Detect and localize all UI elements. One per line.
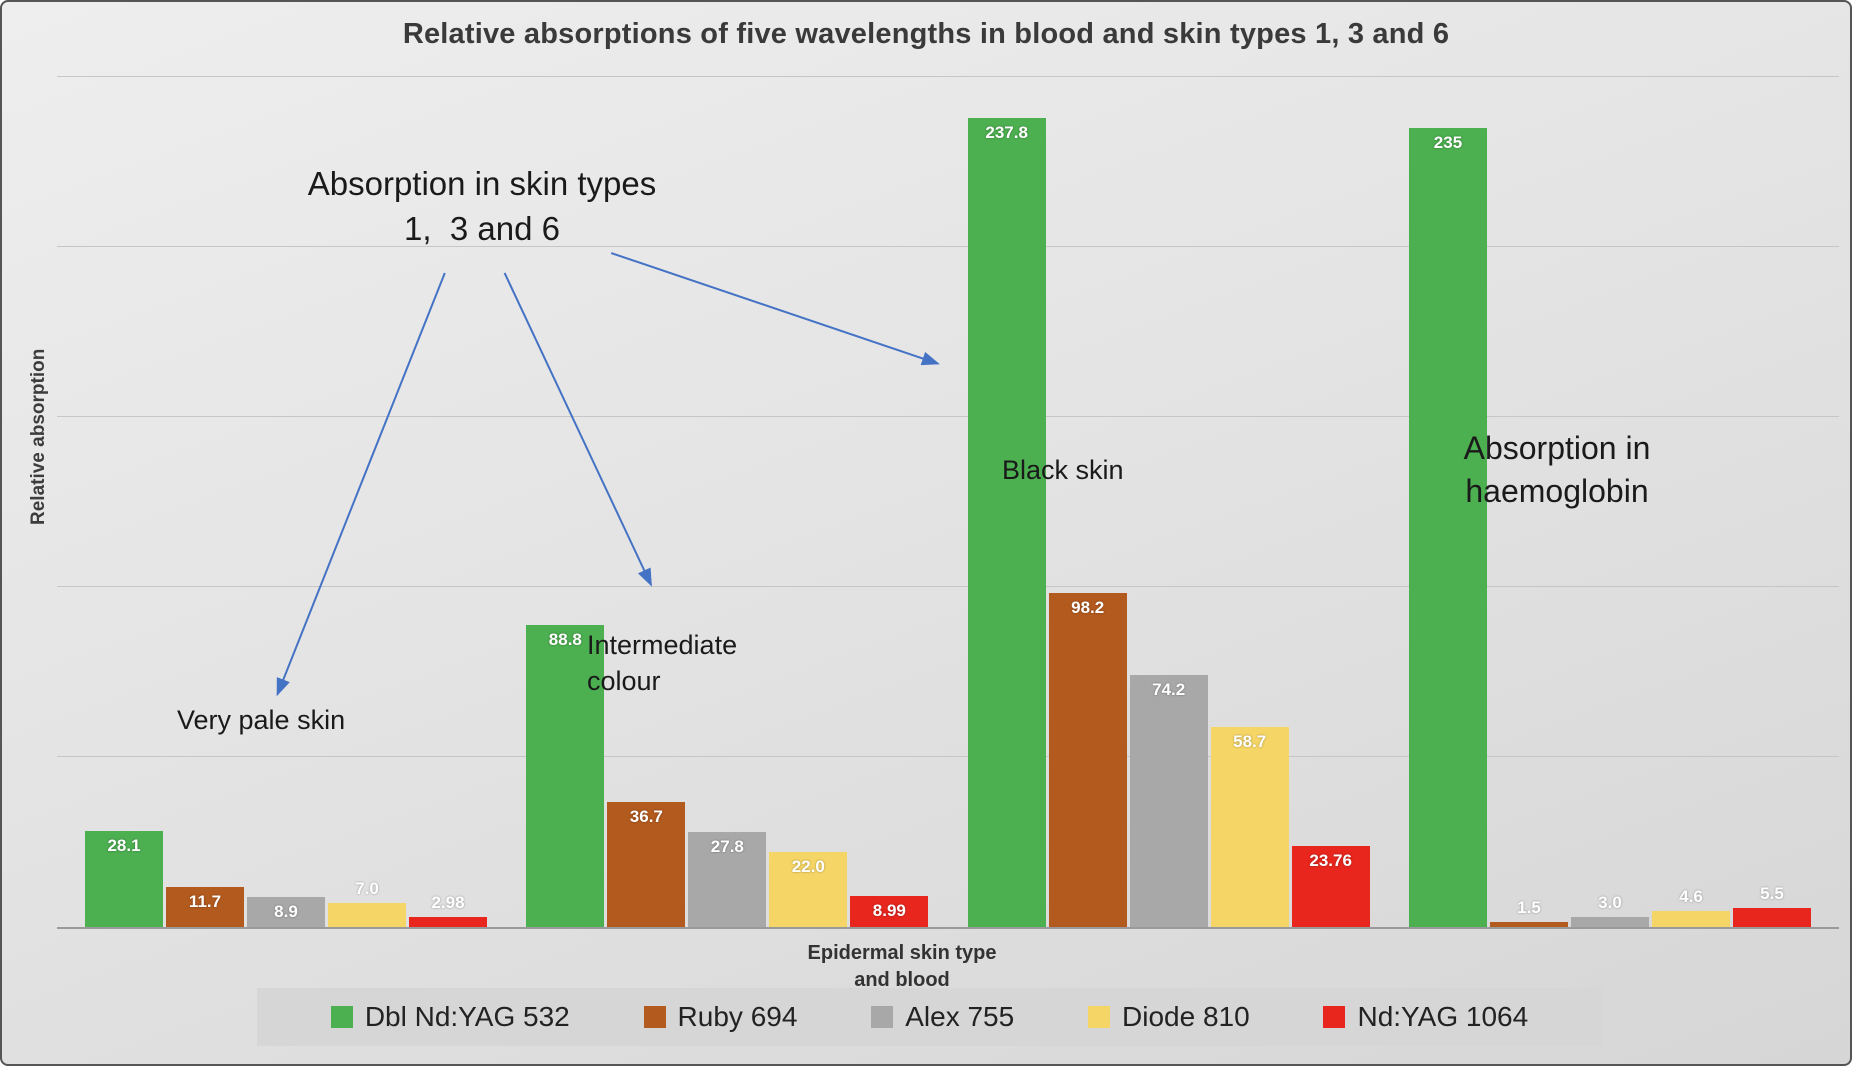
- bar: 27.8: [688, 832, 767, 927]
- bar: 8.9: [247, 896, 325, 927]
- gridline: [57, 76, 1839, 77]
- x-axis-label: Epidermal skin type and blood: [807, 942, 997, 991]
- bar-value-label: 36.7: [629, 807, 663, 827]
- legend-label: Ruby 694: [677, 1001, 798, 1032]
- annotation-intermediate-colour: Intermediate colour: [587, 630, 738, 697]
- gridline: [57, 756, 1839, 757]
- gridlines: [57, 76, 1839, 927]
- bar-group: 235 1.5 3.0 4.6 5.5: [1408, 128, 1811, 927]
- legend-label: Nd:YAG 1064: [1357, 1001, 1529, 1032]
- bar-value-label: 4.6: [1679, 887, 1703, 907]
- legend-label: Dbl Nd:YAG 532: [364, 1001, 570, 1032]
- gridline: [57, 246, 1839, 247]
- bar-value-label: 98.2: [1071, 598, 1105, 618]
- bar: 23.76: [1291, 846, 1370, 927]
- bar-value-label: 28.1: [107, 836, 141, 856]
- legend-label: Alex 755: [905, 1001, 1015, 1032]
- y-axis-label: Relative absorption: [28, 348, 49, 526]
- bar: 8.99: [850, 896, 929, 927]
- bar: 74.2: [1129, 674, 1208, 927]
- bar: 4.6: [1651, 887, 1730, 927]
- bar-group: 28.1 11.7 8.9 7.0 2.98: [85, 831, 487, 927]
- bar-value-label: 8.99: [872, 901, 906, 921]
- bar-group: 88.8 36.7 27.8 22.0 8.99: [526, 625, 929, 927]
- annotation-haemoglobin: Absorption in haemoglobin: [1463, 430, 1651, 510]
- annotation-black-skin: Black skin: [1002, 455, 1124, 485]
- bar: 36.7: [607, 802, 686, 927]
- bar-value-label: 23.76: [1309, 851, 1352, 871]
- plot-area: 28.1 11.7 8.9 7.0 2.98 88.8 36.7 27.8 22.0 8.99 23…: [57, 76, 1839, 929]
- bar-group: 237.8 98.2 74.2 58.7 23.76: [967, 118, 1370, 927]
- bar-value-label: 27.8: [710, 837, 744, 857]
- bar: 7.0: [328, 879, 406, 927]
- legend-swatch-icon: [330, 1006, 353, 1028]
- bar-value-label: 8.9: [274, 901, 298, 921]
- bar-value-label: 2.98: [431, 892, 465, 912]
- bar: 22.0: [769, 852, 848, 927]
- legend-swatch-icon: [871, 1006, 894, 1028]
- bar-value-label: 74.2: [1152, 679, 1186, 699]
- legend-item: Nd:YAG 1064: [1323, 1001, 1528, 1033]
- bar-value-label: 22.0: [791, 857, 825, 877]
- bar: 1.5: [1489, 898, 1568, 927]
- legend-swatch-icon: [643, 1006, 666, 1028]
- bar-value-label: 3.0: [1598, 892, 1622, 912]
- annotation-skin-types: Absorption in skin types 1, 3 and 6: [307, 165, 657, 247]
- bar: 5.5: [1732, 884, 1811, 927]
- bar: 3.0: [1570, 893, 1649, 927]
- legend-swatch-icon: [1088, 1006, 1111, 1028]
- bar-value-label: 58.7: [1233, 732, 1267, 752]
- bar-groups: 28.1 11.7 8.9 7.0 2.98 88.8 36.7 27.8 22.0 8.99 23…: [57, 77, 1839, 927]
- chart-title: Relative absorptions of five wavelengths…: [402, 18, 1450, 50]
- bar: 88.8: [526, 625, 605, 927]
- bar: 237.8: [967, 118, 1046, 927]
- gridline: [57, 416, 1839, 417]
- legend-item: Alex 755: [871, 1001, 1014, 1033]
- gridline: [57, 586, 1839, 587]
- bar-value-label: 11.7: [188, 892, 222, 912]
- bar-value-label: 88.8: [548, 630, 582, 650]
- legend-item: Diode 810: [1088, 1001, 1250, 1033]
- legend-label: Diode 810: [1122, 1001, 1250, 1032]
- bar-value-label: 5.5: [1760, 884, 1784, 904]
- bar: 98.2: [1048, 593, 1127, 927]
- legend-item: Ruby 694: [643, 1001, 798, 1033]
- bar-value-label: 1.5: [1517, 897, 1541, 917]
- legend-swatch-icon: [1323, 1006, 1346, 1028]
- bar-value-label: 237.8: [985, 123, 1028, 143]
- legend: Dbl Nd:YAG 532 Ruby 694 Alex 755 Diode 810 N…: [257, 988, 1602, 1046]
- bar: 2.98: [409, 893, 487, 927]
- bar: 235: [1408, 128, 1487, 927]
- bar-value-label: 235: [1433, 133, 1463, 152]
- legend-item: Dbl Nd:YAG 532: [330, 1001, 570, 1033]
- bar: 58.7: [1210, 727, 1289, 927]
- bar: 28.1: [85, 831, 163, 927]
- bar: 11.7: [166, 887, 244, 927]
- annotation-very-pale-skin: Very pale skin: [177, 705, 346, 735]
- bar-value-label: 7.0: [355, 879, 379, 899]
